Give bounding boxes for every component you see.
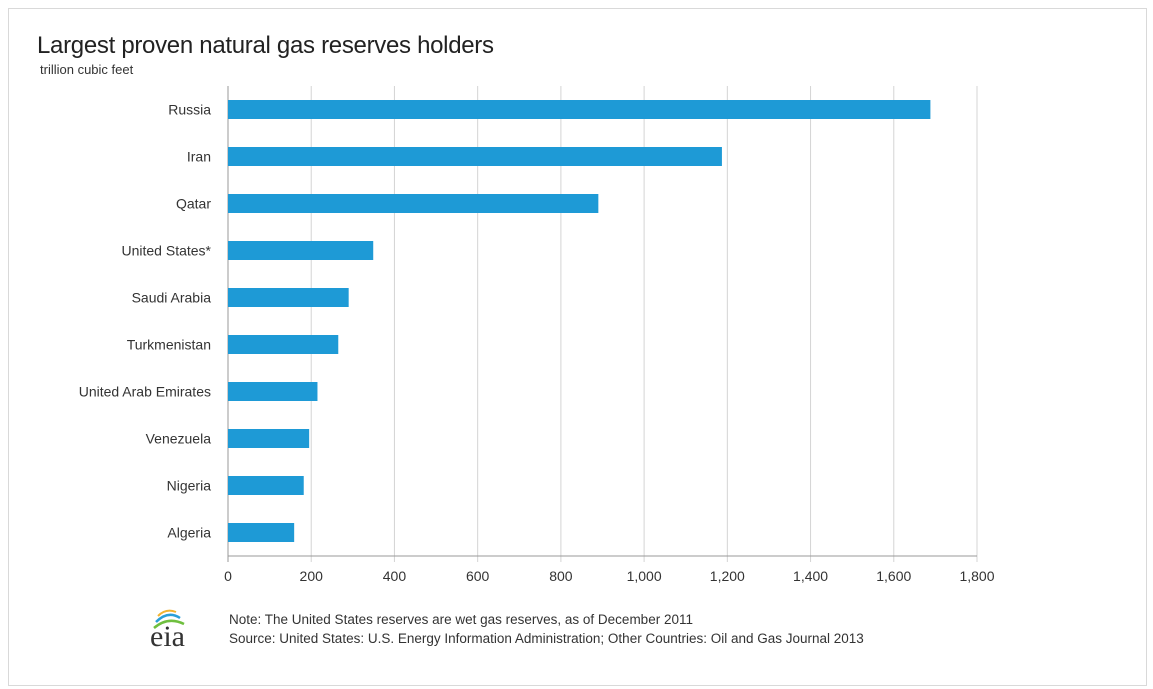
chart-note: Note: The United States reserves are wet…	[229, 610, 864, 648]
x-tick-label: 1,400	[793, 568, 828, 584]
category-label: Venezuela	[146, 431, 212, 447]
category-label: Algeria	[167, 525, 211, 541]
x-tick-label: 1,200	[710, 568, 745, 584]
chart-title: Largest proven natural gas reserves hold…	[37, 32, 494, 59]
bar-algeria	[228, 523, 295, 542]
eia-logo-text: eia	[150, 620, 185, 653]
unit-label: trillion cubic feet	[40, 62, 134, 77]
eia-logo-icon	[153, 609, 185, 629]
note-text: Note: The United States reserves are wet…	[229, 612, 693, 627]
x-tick-label: 1,600	[876, 568, 911, 584]
bar-iran	[228, 147, 722, 166]
category-label: Turkmenistan	[127, 337, 211, 353]
x-tick-label: 400	[383, 568, 407, 584]
bar-united-states	[228, 241, 374, 260]
category-label: United States*	[122, 243, 212, 259]
x-tick-label: 200	[300, 568, 324, 584]
eia-logo	[146, 608, 216, 656]
bar-nigeria	[228, 476, 304, 495]
category-label: United Arab Emirates	[79, 384, 211, 400]
x-tick-label: 1,800	[959, 568, 994, 584]
x-tick-label: 1,000	[627, 568, 662, 584]
bar-united-arab-emirates	[228, 382, 318, 401]
x-tick-label: 800	[549, 568, 573, 584]
bar-qatar	[228, 194, 599, 213]
category-label: Nigeria	[167, 478, 212, 494]
x-tick-label: 0	[224, 568, 232, 584]
category-label: Qatar	[176, 196, 211, 212]
chart-frame	[8, 8, 1147, 686]
x-tick-label: 600	[466, 568, 490, 584]
bar-turkmenistan	[228, 335, 339, 354]
source-text: Source: United States: U.S. Energy Infor…	[229, 631, 864, 646]
category-label: Saudi Arabia	[132, 290, 212, 306]
category-label: Russia	[168, 102, 211, 118]
bar-saudi-arabia	[228, 288, 349, 307]
bar-russia	[228, 100, 931, 119]
bar-venezuela	[228, 429, 310, 448]
category-label: Iran	[187, 149, 211, 165]
